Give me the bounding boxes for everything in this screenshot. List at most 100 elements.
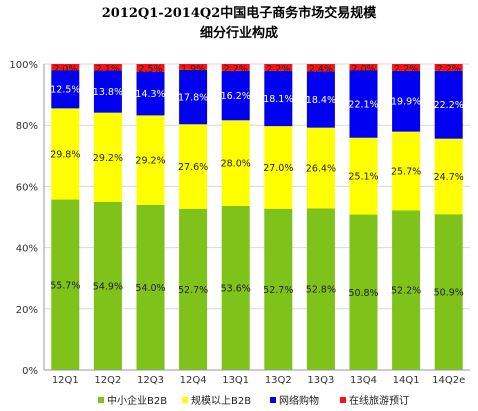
x-tick-label: 13Q3 — [307, 375, 334, 386]
x-tick-label: 13Q2 — [265, 375, 292, 386]
y-tick-label: 60% — [16, 182, 38, 193]
bar-segment — [264, 208, 293, 370]
bar-segment — [349, 137, 378, 215]
y-tick-label: 20% — [16, 305, 38, 316]
legend-label: 网络购物 — [279, 394, 319, 407]
data-label: 12.5% — [50, 85, 80, 96]
data-label: 24.7% — [434, 172, 464, 183]
bar-segment — [434, 70, 463, 139]
data-label: 54.0% — [135, 283, 165, 294]
bar-segment — [434, 64, 463, 71]
bar-segment — [392, 64, 421, 71]
bar-segment — [51, 70, 80, 109]
data-label: 22.2% — [434, 100, 464, 111]
y-axis-ticks: 0% 20% 40% 60% 80% 100% — [9, 60, 38, 377]
legend-swatch — [98, 397, 104, 403]
bar-segment — [179, 64, 208, 70]
legend-label: 中小企业B2B — [107, 394, 167, 407]
x-tick-label: 12Q2 — [94, 375, 121, 386]
bar-segment — [306, 127, 335, 209]
bar-segment — [51, 108, 80, 200]
x-tick-label: 13Q4 — [350, 375, 377, 386]
data-label: 2.2% — [437, 64, 461, 75]
legend-swatch — [270, 397, 276, 403]
data-label: 2.2% — [224, 64, 248, 75]
data-label: 19.9% — [391, 97, 421, 108]
data-label: 2.2% — [394, 64, 418, 75]
bar-segment — [221, 205, 250, 370]
bar-segment — [349, 64, 378, 71]
axes — [43, 64, 470, 371]
bar-segment — [136, 204, 165, 370]
data-label: 52.8% — [306, 285, 336, 296]
bar-segment — [306, 71, 335, 128]
bar-segment — [349, 70, 378, 138]
data-label: 16.2% — [221, 91, 251, 102]
bar-segment — [136, 115, 165, 205]
bars: 55.7% 29.8% 12.5% 2.0% 54.9% 29.2% 13.8% 2.1% 54… — [50, 64, 464, 370]
bar-segment — [136, 64, 165, 72]
data-label: 27.0% — [263, 163, 293, 174]
data-label: 1.9% — [181, 64, 205, 75]
legend-label: 规模以上B2B — [191, 394, 251, 407]
legend-swatch — [340, 397, 346, 403]
x-tick-label: 14Q2e — [432, 375, 465, 386]
x-tick-label: 12Q4 — [180, 375, 207, 386]
data-label: 50.8% — [348, 288, 378, 299]
bar-segment — [93, 64, 122, 71]
x-axis-ticks: 12Q1 12Q2 12Q3 12Q4 13Q1 13Q2 13Q3 13Q4 14Q1 14Q2… — [52, 375, 465, 386]
legend: 中小企业B2B 规模以上B2B 网络购物 在线旅游预订 — [98, 394, 409, 407]
bar-segment — [392, 70, 421, 132]
bar-segment — [306, 208, 335, 370]
bar-segment — [306, 64, 335, 72]
bar-segment — [221, 64, 250, 71]
bar-segment — [392, 131, 421, 211]
data-label: 26.4% — [306, 164, 336, 175]
data-label: 52.2% — [391, 286, 421, 297]
data-label: 53.6% — [221, 283, 251, 294]
x-tick-label: 13Q1 — [222, 375, 249, 386]
x-tick-label: 14Q1 — [393, 375, 420, 386]
bar-segment — [264, 70, 293, 127]
bar-segment — [434, 214, 463, 370]
data-label: 54.9% — [93, 282, 123, 293]
data-label: 22.1% — [348, 99, 378, 110]
bar-segment — [51, 64, 80, 71]
y-tick-label: 40% — [16, 244, 38, 255]
data-label: 18.4% — [306, 95, 336, 106]
bar-segment — [434, 138, 463, 215]
data-label: 29.2% — [93, 153, 123, 164]
legend-swatch — [182, 397, 188, 403]
data-label: 2.4% — [309, 64, 333, 75]
y-tick-label: 80% — [16, 121, 38, 132]
bar-segment — [221, 120, 250, 206]
data-label: 52.7% — [178, 285, 208, 296]
y-tick-label: 0% — [22, 366, 38, 377]
bar-segment — [136, 71, 165, 116]
legend-label: 在线旅游预订 — [349, 394, 409, 407]
data-label: 18.1% — [263, 94, 293, 105]
chart-title: 2012Q1-2014Q2中国电子商务市场交易规模 — [102, 5, 377, 21]
data-label: 17.8% — [178, 93, 208, 104]
bar-segment — [264, 126, 293, 209]
data-label: 2.1% — [96, 64, 120, 75]
bar-segment — [51, 199, 80, 370]
data-label: 2.0% — [53, 64, 77, 75]
data-label: 14.3% — [135, 89, 165, 100]
bar-segment — [179, 69, 208, 125]
y-tick-label: 100% — [9, 60, 38, 71]
data-label: 29.8% — [50, 149, 80, 160]
bar-segment — [221, 70, 250, 121]
data-label: 55.7% — [50, 280, 80, 291]
data-label: 28.0% — [221, 159, 251, 170]
bar-segment — [93, 202, 122, 370]
data-label: 13.8% — [93, 87, 123, 98]
data-label: 2.2% — [266, 64, 290, 75]
data-label: 52.7% — [263, 285, 293, 296]
bar-segment — [392, 210, 421, 370]
data-label: 25.7% — [391, 166, 421, 177]
data-label: 27.6% — [178, 162, 208, 173]
chart-subtitle: 细分行业构成 — [200, 25, 278, 41]
bar-segment — [93, 70, 122, 113]
